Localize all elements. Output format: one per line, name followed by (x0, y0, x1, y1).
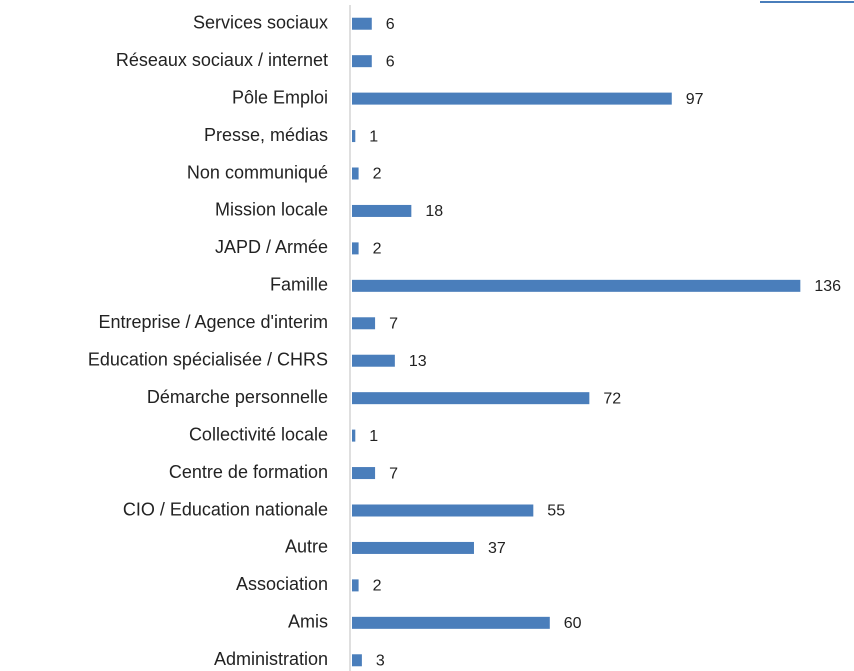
value-label: 97 (686, 91, 704, 108)
bar (352, 504, 534, 517)
value-label: 1 (369, 428, 378, 445)
category-label: Autre (285, 537, 328, 557)
bar (352, 392, 590, 405)
value-label: 7 (389, 315, 398, 332)
bar (352, 167, 359, 180)
category-label: Amis (288, 612, 328, 632)
bar (352, 279, 801, 292)
category-label: Services sociaux (193, 12, 328, 32)
value-label: 2 (373, 241, 382, 258)
bar (352, 654, 362, 667)
category-label: Mission locale (215, 200, 328, 220)
bar (352, 130, 356, 143)
value-label: 72 (603, 390, 621, 407)
bar (352, 579, 359, 592)
category-label: Centre de formation (169, 462, 328, 482)
category-label: Collectivité locale (189, 424, 328, 444)
value-label: 3 (376, 652, 385, 669)
value-label: 55 (547, 503, 565, 520)
category-label: Presse, médias (204, 125, 328, 145)
value-label: 6 (386, 53, 395, 70)
category-label: Non communiqué (187, 162, 328, 182)
bar (352, 92, 672, 105)
category-label: JAPD / Armée (215, 237, 328, 257)
value-label: 2 (373, 166, 382, 183)
bar (352, 55, 372, 68)
category-label: Famille (270, 275, 328, 295)
category-label: Administration (214, 649, 328, 669)
bar (352, 541, 474, 554)
value-label: 13 (409, 353, 427, 370)
value-label: 18 (425, 203, 443, 220)
category-label: Entreprise / Agence d'interim (98, 312, 328, 332)
bar (352, 317, 376, 330)
bar (352, 17, 372, 30)
value-label: 60 (564, 615, 582, 632)
value-label: 1 (369, 128, 378, 145)
category-label: Education spécialisée / CHRS (88, 349, 328, 369)
category-label: Démarche personnelle (147, 387, 328, 407)
value-label: 37 (488, 540, 506, 557)
category-label: CIO / Education nationale (123, 499, 328, 519)
value-label: 6 (386, 16, 395, 33)
bar (352, 429, 356, 442)
bar (352, 204, 412, 217)
bar (352, 467, 376, 480)
category-label: Pôle Emploi (232, 87, 328, 107)
value-label: 136 (814, 278, 841, 295)
bar (352, 242, 359, 255)
bar (352, 616, 550, 629)
bar (352, 354, 395, 367)
category-label: Réseaux sociaux / internet (116, 50, 328, 70)
value-label: 2 (373, 578, 382, 595)
category-label: Association (236, 574, 328, 594)
value-label: 7 (389, 465, 398, 482)
